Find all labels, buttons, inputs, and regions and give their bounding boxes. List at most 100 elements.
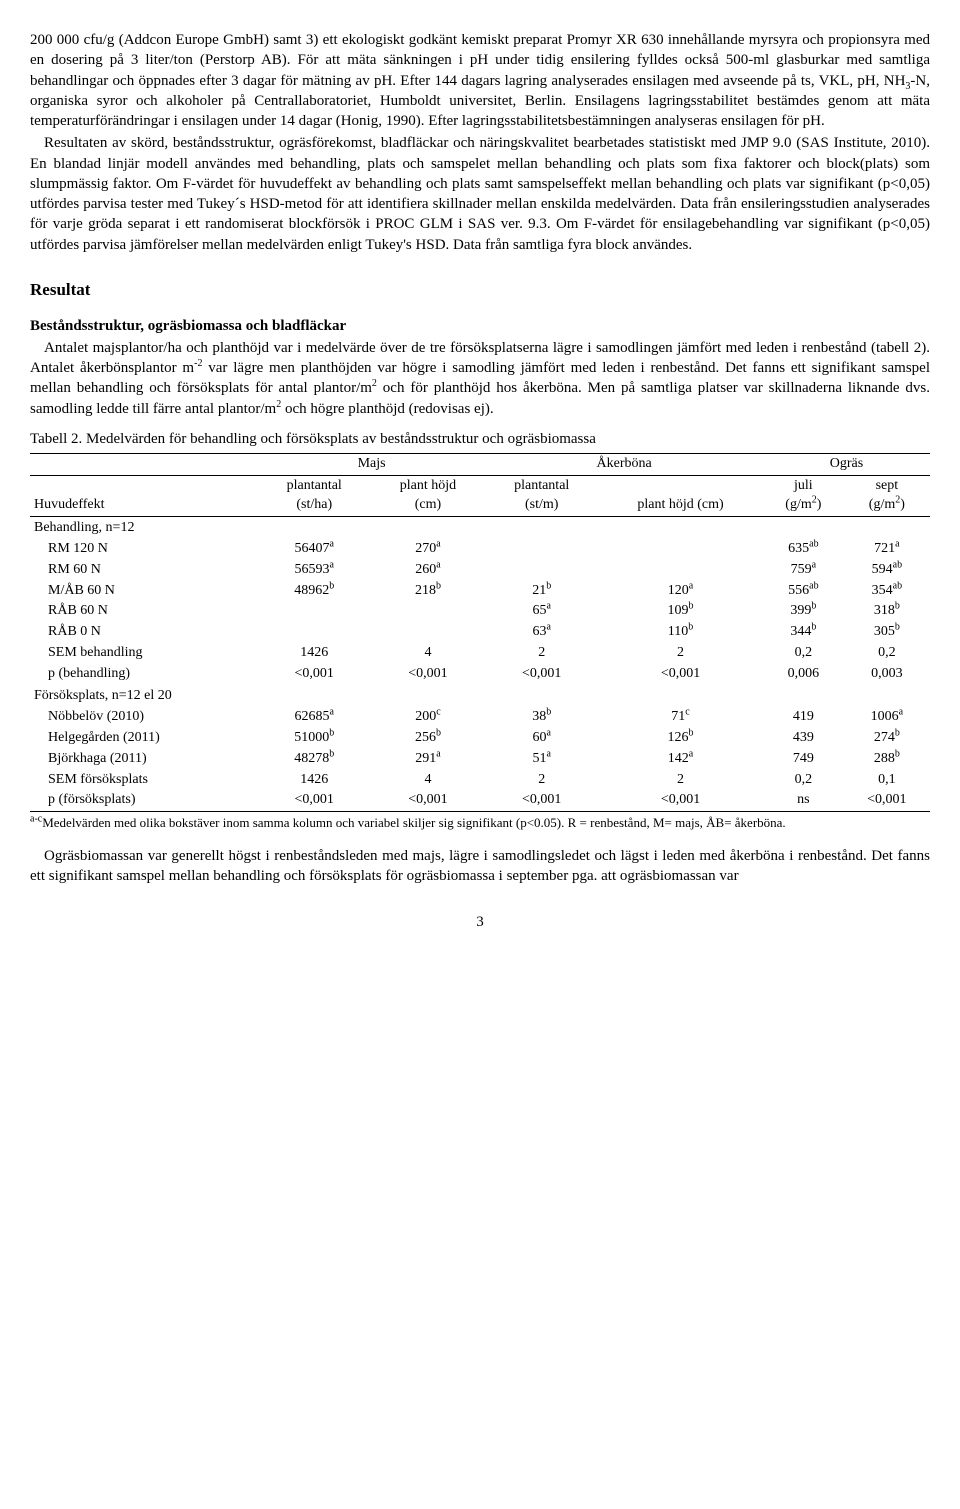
table-cell: 1426 — [258, 770, 371, 791]
table-cell: 126b — [598, 728, 763, 749]
table-row: RÅB 0 N 63a110b344b305b — [30, 622, 930, 643]
table-cell: 48962b — [258, 581, 371, 602]
table-cell: 0,2 — [763, 643, 844, 664]
table-cell: <0,001 — [844, 790, 930, 811]
table-cell: 759a — [763, 560, 844, 581]
table-cell: 51a — [485, 749, 598, 770]
table-row: SEM behandling14264220,20,2 — [30, 643, 930, 664]
table-cell: 51000b — [258, 728, 371, 749]
table-cell: <0,001 — [258, 790, 371, 811]
table-row: RÅB 60 N65a109b399b318b — [30, 601, 930, 622]
table-cell: 318b — [844, 601, 930, 622]
col-ab-antal-b: (st/m) — [525, 497, 558, 512]
table-cell: 2 — [598, 643, 763, 664]
table-cell: 270a — [371, 539, 486, 560]
row-label: M/ÅB 60 N — [30, 581, 258, 602]
table-cell — [371, 601, 486, 622]
row-label: p (försöksplats) — [30, 790, 258, 811]
col-ab-hojd: plant höjd (cm) — [598, 476, 763, 517]
table-cell: 288b — [844, 749, 930, 770]
col-ogras-sept-b: (g/m — [869, 497, 895, 512]
sup-2-juli: 2 — [812, 494, 817, 505]
table-cell: 4 — [371, 643, 486, 664]
table-cell — [371, 622, 486, 643]
table-cell: ns — [763, 790, 844, 811]
table-cell: 110b — [598, 622, 763, 643]
col-majs-antal-b: (st/ha) — [296, 497, 332, 512]
table-cell: <0,001 — [598, 664, 763, 685]
table-cell: 274b — [844, 728, 930, 749]
table-cell: 305b — [844, 622, 930, 643]
body-paragraph-4: Ogräsbiomassan var generellt högst i ren… — [30, 846, 930, 887]
body-paragraph-1: 200 000 cfu/g (Addcon Europe GmbH) samt … — [30, 30, 930, 131]
table-cell: 1006a — [844, 707, 930, 728]
row-label: Helgegården (2011) — [30, 728, 258, 749]
table-cell: <0,001 — [598, 790, 763, 811]
table-row: p (behandling)<0,001<0,001<0,001<0,0010,… — [30, 664, 930, 685]
table-cell: <0,001 — [371, 790, 486, 811]
table-cell: <0,001 — [258, 664, 371, 685]
table-cell: 749 — [763, 749, 844, 770]
table-cell: 291a — [371, 749, 486, 770]
table-footnote: a-cMedelvärden med olika bokstäver inom … — [30, 814, 930, 832]
table-cell — [485, 560, 598, 581]
table-body: Behandling, n=12RM 120 N56407a270a635ab7… — [30, 516, 930, 811]
table-cell: 200c — [371, 707, 486, 728]
table-cell: 2 — [598, 770, 763, 791]
table-cell: 439 — [763, 728, 844, 749]
table-cell: 399b — [763, 601, 844, 622]
table-cell: 594ab — [844, 560, 930, 581]
table-cell: 260a — [371, 560, 486, 581]
table-cell: 344b — [763, 622, 844, 643]
table-cell: 354ab — [844, 581, 930, 602]
table-row: p (försöksplats)<0,001<0,001<0,001<0,001… — [30, 790, 930, 811]
col-ogras-juli-a: juli — [794, 478, 813, 493]
table-section-label: Behandling, n=12 — [30, 516, 930, 538]
group-header-blank — [30, 454, 258, 476]
page-number: 3 — [30, 912, 930, 932]
body-paragraph-2: Resultaten av skörd, beståndsstruktur, o… — [30, 133, 930, 255]
table-cell: 63a — [485, 622, 598, 643]
col-ogras-juli-b: (g/m — [785, 497, 811, 512]
row-label: RÅB 0 N — [30, 622, 258, 643]
col-majs-hojd-a: plant höjd — [400, 478, 456, 493]
table-cell: 721a — [844, 539, 930, 560]
table-col-header-row: Huvudeffekt plantantal (st/ha) plant höj… — [30, 476, 930, 517]
table-cell: 0,003 — [844, 664, 930, 685]
body-paragraph-3: Antalet majsplantor/ha och planthöjd var… — [30, 338, 930, 419]
table-cell: <0,001 — [485, 664, 598, 685]
table-cell: 65a — [485, 601, 598, 622]
table-cell: 71c — [598, 707, 763, 728]
table-2: Majs Åkerböna Ogräs Huvudeffekt plantant… — [30, 453, 930, 812]
table-group-header-row: Majs Åkerböna Ogräs — [30, 454, 930, 476]
table-row: Nöbbelöv (2010)62685a200c38b71c4191006a — [30, 707, 930, 728]
table-cell: 4 — [371, 770, 486, 791]
footnote-sup: a-c — [30, 814, 42, 825]
sup-2-sept: 2 — [895, 494, 900, 505]
table-row: M/ÅB 60 N48962b218b21b120a556ab354ab — [30, 581, 930, 602]
col-ab-antal: plantantal (st/m) — [485, 476, 598, 517]
table-cell: 2 — [485, 770, 598, 791]
table-cell: 0,2 — [763, 770, 844, 791]
table-cell: 62685a — [258, 707, 371, 728]
table-cell: 38b — [485, 707, 598, 728]
row-label: Nöbbelöv (2010) — [30, 707, 258, 728]
table-cell — [258, 622, 371, 643]
group-header-akerbona: Åkerböna — [485, 454, 763, 476]
row-label: SEM försöksplats — [30, 770, 258, 791]
table-cell: <0,001 — [485, 790, 598, 811]
table-row: RM 60 N56593a260a759a594ab — [30, 560, 930, 581]
group-header-ogras: Ogräs — [763, 454, 930, 476]
col-ogras-sept: sept (g/m2) — [844, 476, 930, 517]
table-section-label: Försöksplats, n=12 el 20 — [30, 685, 930, 707]
col-majs-antal-a: plantantal — [287, 478, 342, 493]
table-cell: <0,001 — [371, 664, 486, 685]
row-label: p (behandling) — [30, 664, 258, 685]
table-cell: 0,1 — [844, 770, 930, 791]
subsection-title: Beståndsstruktur, ogräsbiomassa och blad… — [30, 316, 930, 336]
table-cell: 120a — [598, 581, 763, 602]
table-cell: 56407a — [258, 539, 371, 560]
table-cell: 60a — [485, 728, 598, 749]
table-cell: 419 — [763, 707, 844, 728]
table-row: RM 120 N56407a270a635ab721a — [30, 539, 930, 560]
